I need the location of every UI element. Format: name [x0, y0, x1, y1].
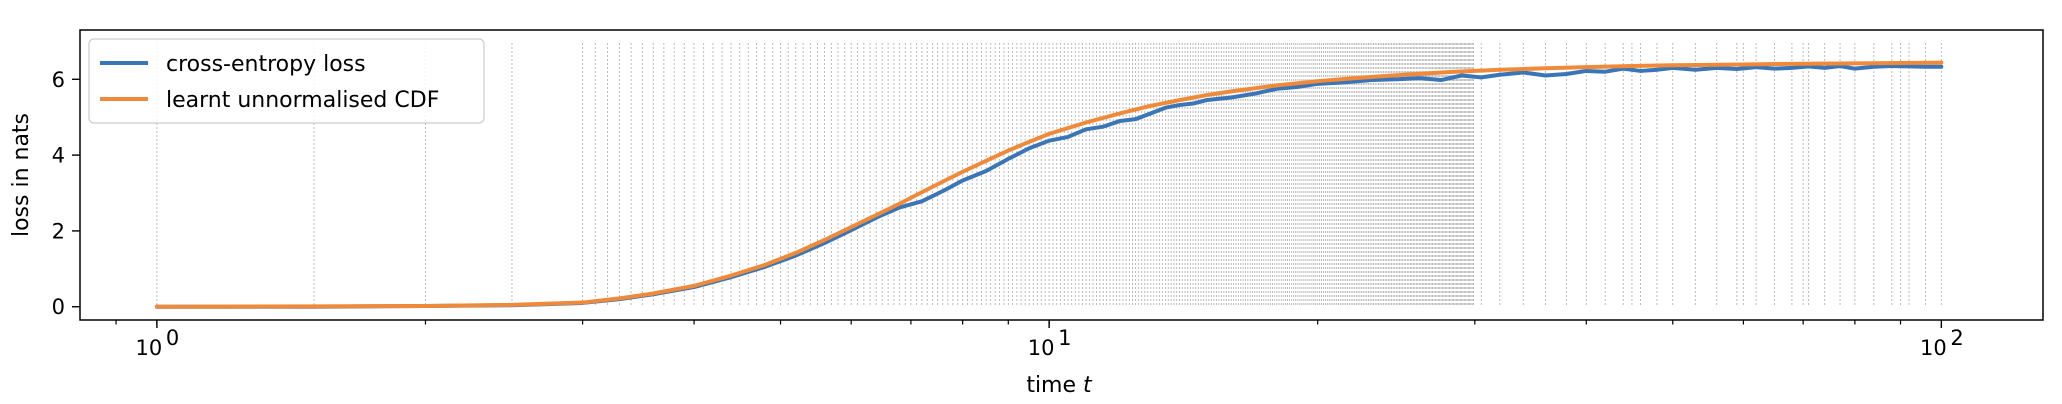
series-lines — [154, 60, 1944, 309]
x-tick-label-exponent: 1 — [1058, 326, 1071, 350]
series-line-1 — [154, 60, 1944, 309]
x-tick-label: 10 — [136, 336, 163, 360]
x-tick-label-exponent: 0 — [166, 326, 179, 350]
x-tick-label-exponent: 2 — [1950, 326, 1963, 350]
series-line-0 — [154, 64, 1944, 309]
x-tick-label: 10 — [1920, 336, 1947, 360]
y-tick-label: 6 — [52, 68, 65, 92]
x-tick-label: 10 — [1028, 336, 1055, 360]
legend-label-cross-entropy: cross-entropy loss — [166, 52, 366, 77]
plot-frame — [79, 29, 2044, 321]
y-axis-label: loss in nats — [9, 113, 34, 237]
y-tick-label: 4 — [52, 144, 65, 168]
y-axis: 0 2 4 6 — [52, 68, 80, 319]
x-axis-label: time t — [1026, 373, 1093, 398]
x-axis: 10 0 10 1 10 2 — [115, 320, 1964, 360]
legend: cross-entropy loss learnt unnormalised C… — [88, 38, 485, 124]
legend-label-cdf: learnt unnormalised CDF — [166, 88, 439, 113]
legend-box — [88, 38, 485, 124]
y-tick-label: 0 — [52, 295, 65, 319]
y-tick-label: 2 — [52, 219, 65, 243]
